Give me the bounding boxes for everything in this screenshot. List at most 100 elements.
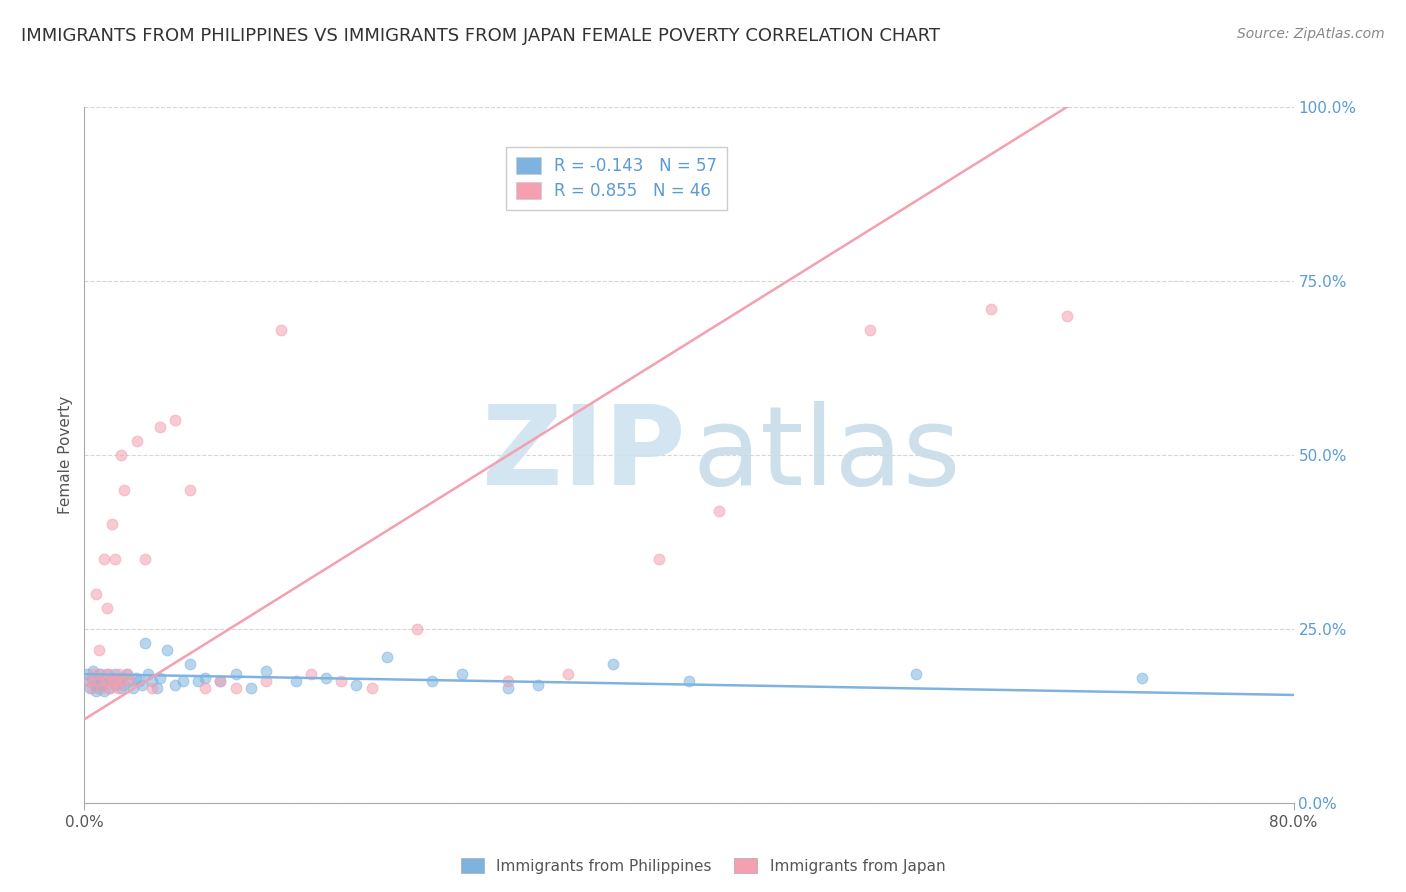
- Point: [172, 674, 194, 689]
- Point: [89, 681, 111, 695]
- Point: [97, 681, 120, 695]
- Point: [87, 674, 110, 689]
- Point: [125, 671, 148, 685]
- Point: [496, 674, 519, 689]
- Point: [118, 674, 141, 689]
- Point: [100, 674, 122, 689]
- Point: [149, 671, 172, 685]
- Point: [104, 667, 127, 681]
- Point: [648, 552, 671, 566]
- Point: [107, 681, 129, 695]
- Point: [360, 681, 382, 695]
- Point: [82, 664, 104, 678]
- Point: [104, 677, 127, 691]
- Point: [89, 671, 111, 685]
- Point: [96, 601, 118, 615]
- Point: [110, 681, 132, 695]
- Point: [98, 671, 121, 685]
- Text: IMMIGRANTS FROM PHILIPPINES VS IMMIGRANTS FROM JAPAN FEMALE POVERTY CORRELATION : IMMIGRANTS FROM PHILIPPINES VS IMMIGRANT…: [21, 27, 941, 45]
- Y-axis label: Female Poverty: Female Poverty: [58, 396, 73, 514]
- Point: [209, 674, 232, 689]
- Point: [141, 681, 163, 695]
- Point: [270, 323, 292, 337]
- Text: ZIP: ZIP: [482, 401, 685, 508]
- Point: [859, 323, 882, 337]
- Point: [420, 674, 443, 689]
- Point: [77, 674, 100, 689]
- Point: [118, 674, 141, 689]
- Point: [100, 517, 122, 532]
- Point: [194, 671, 217, 685]
- Point: [602, 657, 624, 671]
- Point: [209, 674, 232, 689]
- Point: [105, 674, 128, 689]
- Point: [254, 674, 277, 689]
- Point: [136, 667, 159, 681]
- Legend: Immigrants from Philippines, Immigrants from Japan: Immigrants from Philippines, Immigrants …: [454, 852, 952, 880]
- Point: [110, 448, 132, 462]
- Point: [980, 301, 1002, 316]
- Point: [86, 684, 108, 698]
- Point: [84, 677, 107, 691]
- Point: [1130, 671, 1153, 685]
- Point: [678, 674, 700, 689]
- Point: [134, 636, 156, 650]
- Point: [91, 677, 114, 691]
- Point: [709, 503, 731, 517]
- Point: [557, 667, 579, 681]
- Text: Source: ZipAtlas.com: Source: ZipAtlas.com: [1237, 27, 1385, 41]
- Point: [406, 622, 429, 636]
- Point: [165, 413, 187, 427]
- Point: [96, 667, 118, 681]
- Point: [98, 681, 121, 695]
- Point: [86, 587, 108, 601]
- Point: [112, 677, 135, 691]
- Point: [115, 667, 138, 681]
- Point: [115, 667, 138, 681]
- Point: [121, 681, 143, 695]
- Point: [330, 674, 353, 689]
- Legend: R = -0.143   N = 57, R = 0.855   N = 46: R = -0.143 N = 57, R = 0.855 N = 46: [506, 146, 727, 210]
- Point: [89, 642, 111, 657]
- Point: [127, 434, 149, 448]
- Point: [239, 681, 262, 695]
- Point: [285, 674, 308, 689]
- Point: [496, 681, 519, 695]
- Point: [146, 681, 169, 695]
- Point: [149, 420, 172, 434]
- Point: [179, 483, 201, 497]
- Point: [527, 677, 550, 691]
- Point: [1056, 309, 1078, 323]
- Point: [141, 674, 163, 689]
- Point: [194, 681, 217, 695]
- Point: [79, 681, 101, 695]
- Point: [90, 667, 112, 681]
- Point: [254, 664, 277, 678]
- Point: [375, 649, 398, 664]
- Point: [134, 552, 156, 566]
- Point: [104, 552, 127, 566]
- Point: [108, 667, 131, 681]
- Point: [165, 677, 187, 691]
- Point: [76, 667, 98, 681]
- Point: [101, 674, 124, 689]
- Point: [299, 667, 322, 681]
- Point: [107, 674, 129, 689]
- Point: [451, 667, 474, 681]
- Point: [94, 674, 117, 689]
- Point: [128, 674, 150, 689]
- Point: [179, 657, 201, 671]
- Point: [89, 667, 111, 681]
- Point: [315, 671, 337, 685]
- Point: [225, 681, 247, 695]
- Point: [77, 674, 100, 689]
- Point: [346, 677, 368, 691]
- Point: [80, 681, 103, 695]
- Point: [93, 552, 115, 566]
- Point: [91, 681, 114, 695]
- Point: [93, 684, 115, 698]
- Text: atlas: atlas: [693, 401, 962, 508]
- Point: [225, 667, 247, 681]
- Point: [111, 674, 134, 689]
- Point: [156, 642, 179, 657]
